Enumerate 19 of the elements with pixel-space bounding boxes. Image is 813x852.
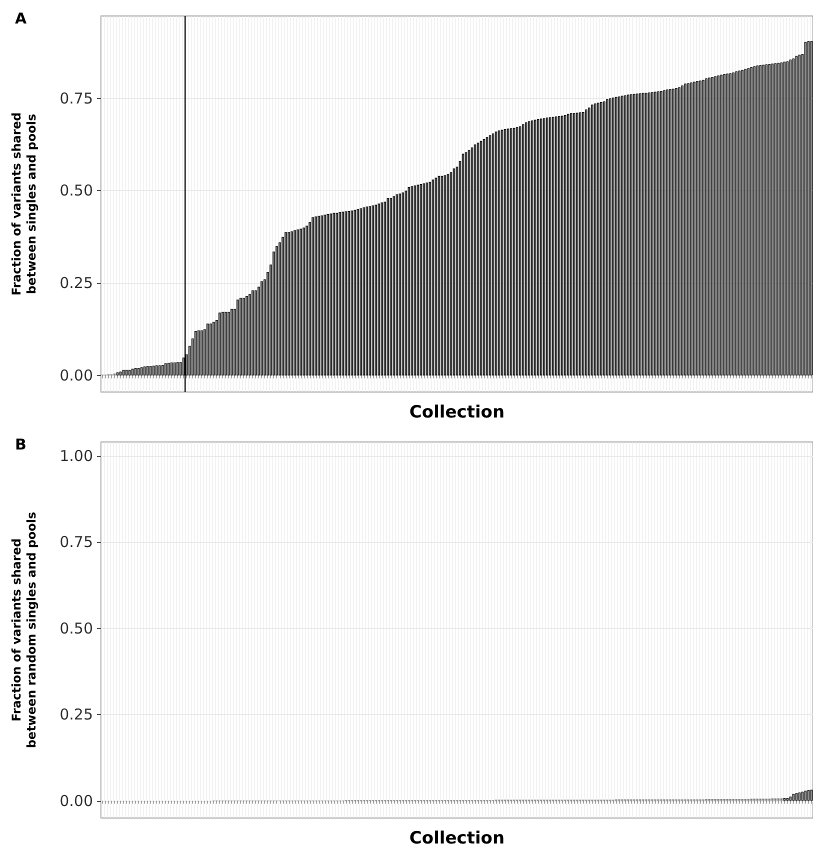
y-tick-label: 1.00 [60, 446, 93, 465]
bar [774, 798, 777, 801]
y-tick-label: 0.50 [60, 182, 93, 200]
chart-title: A [15, 10, 27, 28]
y-tick-label: 0.75 [60, 533, 93, 552]
y-tick-label: 0.25 [60, 706, 93, 724]
y-tick-label: 0.00 [60, 792, 93, 810]
chart-title: B [15, 436, 26, 454]
bar [780, 798, 783, 801]
x-axis-title: Collection [409, 402, 505, 422]
y-tick-label: 0.00 [60, 366, 93, 384]
x-axis-title: Collection [409, 828, 505, 848]
y-tick-label: 0.50 [60, 619, 93, 638]
bar [771, 798, 774, 801]
y-axis-title: Fraction of variants shared between random singles and pools [10, 512, 38, 748]
y-axis-title: Fraction of variants shared between singles and pools [10, 112, 38, 296]
y-tick-label: 0.75 [60, 89, 93, 108]
y-tick-label: 0.25 [60, 274, 93, 292]
bar [777, 798, 780, 801]
